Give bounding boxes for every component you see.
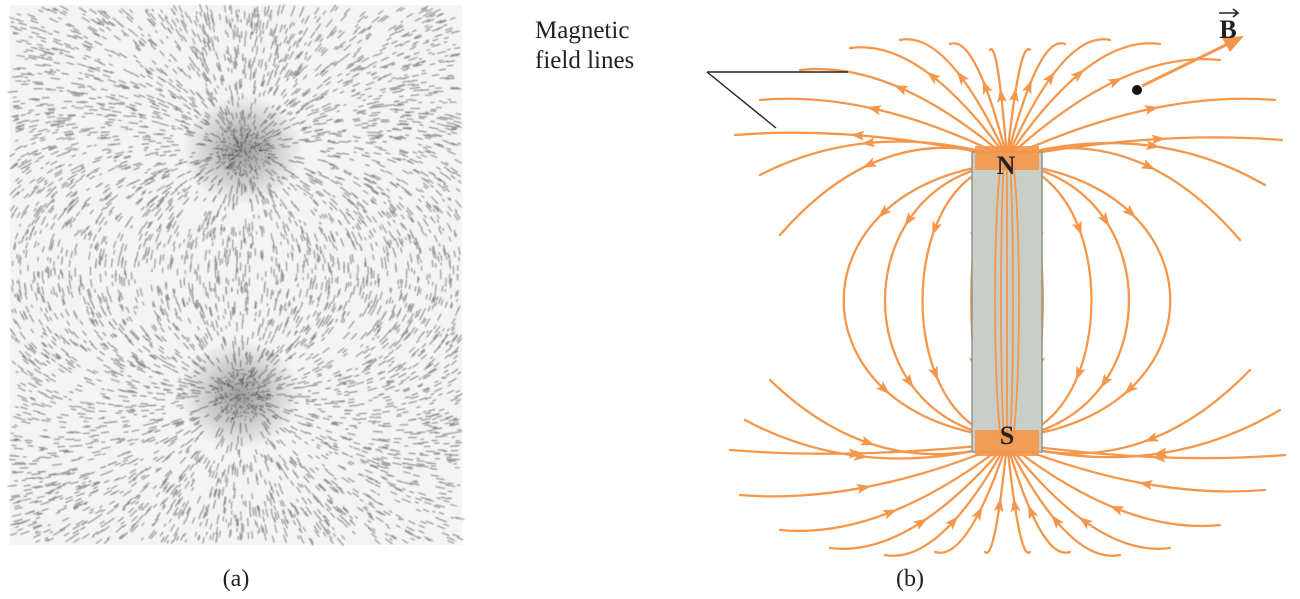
field-arrow xyxy=(901,373,914,388)
field-arrow xyxy=(1145,140,1161,151)
field-line-north-3 xyxy=(798,68,1009,160)
field-line-south-7 xyxy=(983,441,1009,554)
interior-field-line xyxy=(1000,161,1005,441)
field-arrow xyxy=(1010,497,1021,513)
field-arrow xyxy=(932,220,942,236)
field-arrow xyxy=(982,79,993,95)
north-pole-label: N xyxy=(997,151,1016,180)
field-loop-2-right xyxy=(1013,162,1131,439)
field-line-south-9 xyxy=(1005,441,1072,554)
field-arrow xyxy=(1072,220,1082,236)
field-arrow xyxy=(850,130,865,141)
b-field-vector xyxy=(1141,38,1237,88)
field-line-north-5 xyxy=(898,38,1009,160)
field-arrow xyxy=(859,435,875,446)
field-line-south-11 xyxy=(1005,441,1172,550)
caption-a: (a) xyxy=(223,566,250,592)
field-line-north-9 xyxy=(1005,42,1067,160)
filings-south-dots xyxy=(213,369,270,421)
field-arrow xyxy=(848,448,863,459)
field-line-north-11 xyxy=(1005,42,1162,160)
field-arrow xyxy=(1122,204,1137,218)
field-arrow xyxy=(1075,365,1086,381)
field-arrow xyxy=(971,506,983,522)
field-line-north-14 xyxy=(1005,136,1284,160)
field-line-diagram: N S Magnetic field lines B xyxy=(535,8,1287,557)
field-line-north-4 xyxy=(848,46,1009,160)
field-arrow xyxy=(1097,211,1110,227)
filings-strokes xyxy=(7,3,465,547)
field-arrow xyxy=(1144,105,1159,115)
b-vector-label: B xyxy=(1219,15,1236,44)
field-arrow xyxy=(1008,87,1019,103)
field-arrow xyxy=(1109,505,1125,516)
field-arrow xyxy=(861,137,876,148)
magnet-interior-lines xyxy=(994,161,1020,441)
field-arrow xyxy=(1153,447,1168,458)
field-arrow xyxy=(1078,517,1093,530)
field-line-north-6 xyxy=(948,42,1009,160)
field-arrow xyxy=(926,71,941,85)
iron-filings xyxy=(7,3,465,547)
field-arrow xyxy=(904,211,917,227)
interior-field-line xyxy=(994,161,1002,441)
field-arrow xyxy=(1144,431,1160,442)
interior-field-line xyxy=(1012,161,1020,441)
callout-label-line1: Magnetic xyxy=(535,17,629,44)
field-lines xyxy=(728,38,1287,557)
interior-field-line xyxy=(1009,161,1014,441)
field-arrow xyxy=(1051,514,1064,529)
field-arrow xyxy=(856,483,871,494)
vector-arrow-mark-head xyxy=(1232,8,1240,18)
field-arrow xyxy=(1107,77,1123,89)
field-loop-3-left xyxy=(842,162,1001,439)
callout-leader-bottom xyxy=(706,71,777,129)
field-arrow xyxy=(1151,134,1166,145)
field-line-south-10 xyxy=(1005,441,1122,557)
field-line-south-13 xyxy=(1005,441,1267,493)
b-field-vector-head xyxy=(1222,36,1244,52)
iron-filings-panel xyxy=(7,3,465,547)
field-arrow xyxy=(913,518,928,531)
field-arrow xyxy=(1042,71,1056,86)
field-arrow xyxy=(1100,373,1113,388)
filings-north-dots xyxy=(216,124,272,177)
field-line-south-4 xyxy=(828,441,1009,550)
field-loop-1-left xyxy=(921,162,1001,439)
field-arrow xyxy=(1021,79,1032,95)
field-arrow xyxy=(875,381,890,395)
field-line-north-8 xyxy=(1005,48,1032,160)
field-arrow xyxy=(1027,504,1039,520)
callout-label-line2: field lines xyxy=(535,47,634,74)
field-arrow xyxy=(997,88,1007,104)
field-arrow xyxy=(866,105,882,116)
field-line-north-13 xyxy=(1005,97,1277,160)
field-line-north-16 xyxy=(1005,146,1242,242)
field-arrow xyxy=(945,516,959,530)
field-arrow xyxy=(1124,381,1139,395)
field-line-south-6 xyxy=(933,441,1009,554)
field-arrow xyxy=(1140,159,1156,170)
field-arrow xyxy=(1070,69,1085,83)
caption-b: (b) xyxy=(896,566,924,592)
field-arrow xyxy=(956,71,970,86)
field-arrow xyxy=(877,204,892,218)
field-arrow xyxy=(882,509,898,520)
field-arrow xyxy=(862,157,878,168)
field-line-north-10 xyxy=(1005,38,1112,160)
field-line-north-7 xyxy=(988,48,1009,160)
field-arrow xyxy=(928,365,939,381)
field-line-south-15 xyxy=(1005,408,1282,459)
field-arrow xyxy=(1138,480,1154,490)
field-loop-1-right xyxy=(1013,162,1093,439)
field-loop-2-left xyxy=(883,162,1001,439)
south-pole-label: S xyxy=(1000,421,1014,450)
field-line-south-5 xyxy=(883,441,1009,557)
field-point-dot xyxy=(1132,85,1142,95)
field-arrow xyxy=(893,85,909,96)
field-loop-3-right xyxy=(1013,162,1172,439)
field-line-south-8 xyxy=(1005,441,1032,554)
field-arrow xyxy=(993,497,1004,513)
